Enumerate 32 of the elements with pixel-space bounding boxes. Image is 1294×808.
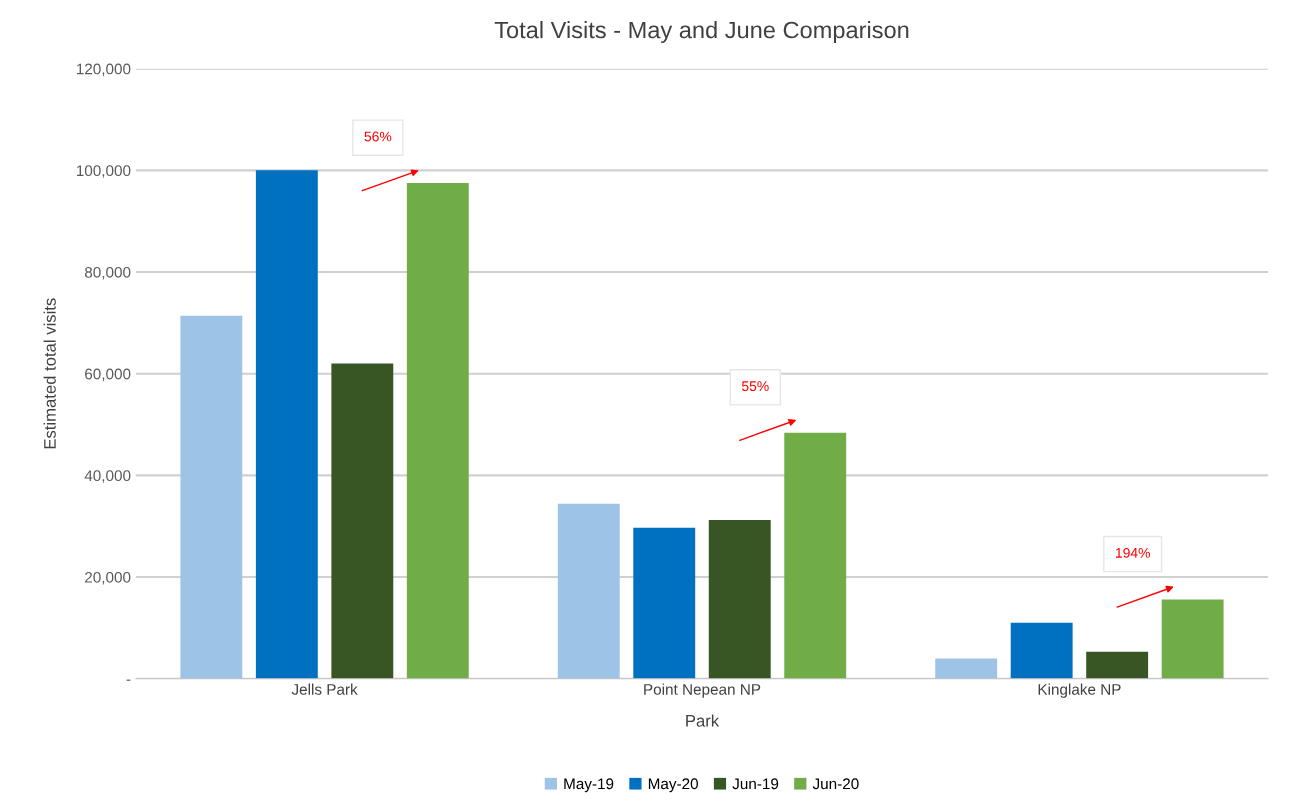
bar [708, 520, 771, 679]
bar [406, 183, 469, 679]
y-tick-label: 40,000 [84, 470, 131, 483]
bar [1161, 599, 1224, 679]
x-tick-label: Kinglake NP [1038, 683, 1121, 698]
bar [784, 432, 847, 679]
y-axis-title: Estimated total visits [43, 298, 56, 449]
annotation: 56% [364, 131, 392, 142]
bar [331, 363, 394, 679]
x-axis-title: Park [686, 714, 720, 727]
chart-title: Total Visits - May and June Comparison [494, 21, 909, 44]
bar [1010, 622, 1073, 679]
legend-label: Jun-20 [812, 778, 859, 790]
y-tick-label: 60,000 [85, 368, 131, 382]
legend-label: Jun-19 [732, 778, 779, 790]
annotation: 194% [1116, 547, 1150, 558]
bar [557, 503, 620, 679]
legend-label: May-19 [564, 778, 614, 793]
y-tick-label: 20,000 [85, 571, 131, 585]
annotation: 55% [741, 381, 769, 392]
bar [633, 527, 696, 679]
bar [1086, 651, 1149, 679]
y-tick-label: 100,000 [76, 165, 131, 178]
legend-label: May-20 [648, 778, 698, 793]
x-tick-label: Point Nepean NP [644, 683, 761, 698]
x-tick-label: Jells Park [291, 683, 358, 695]
bar [935, 658, 998, 679]
y-tick-label: 80,000 [84, 266, 131, 280]
y-tick-label: 120,000 [76, 63, 131, 77]
bar [255, 170, 318, 679]
bar [180, 315, 243, 679]
y-tick-label: - [126, 679, 131, 681]
